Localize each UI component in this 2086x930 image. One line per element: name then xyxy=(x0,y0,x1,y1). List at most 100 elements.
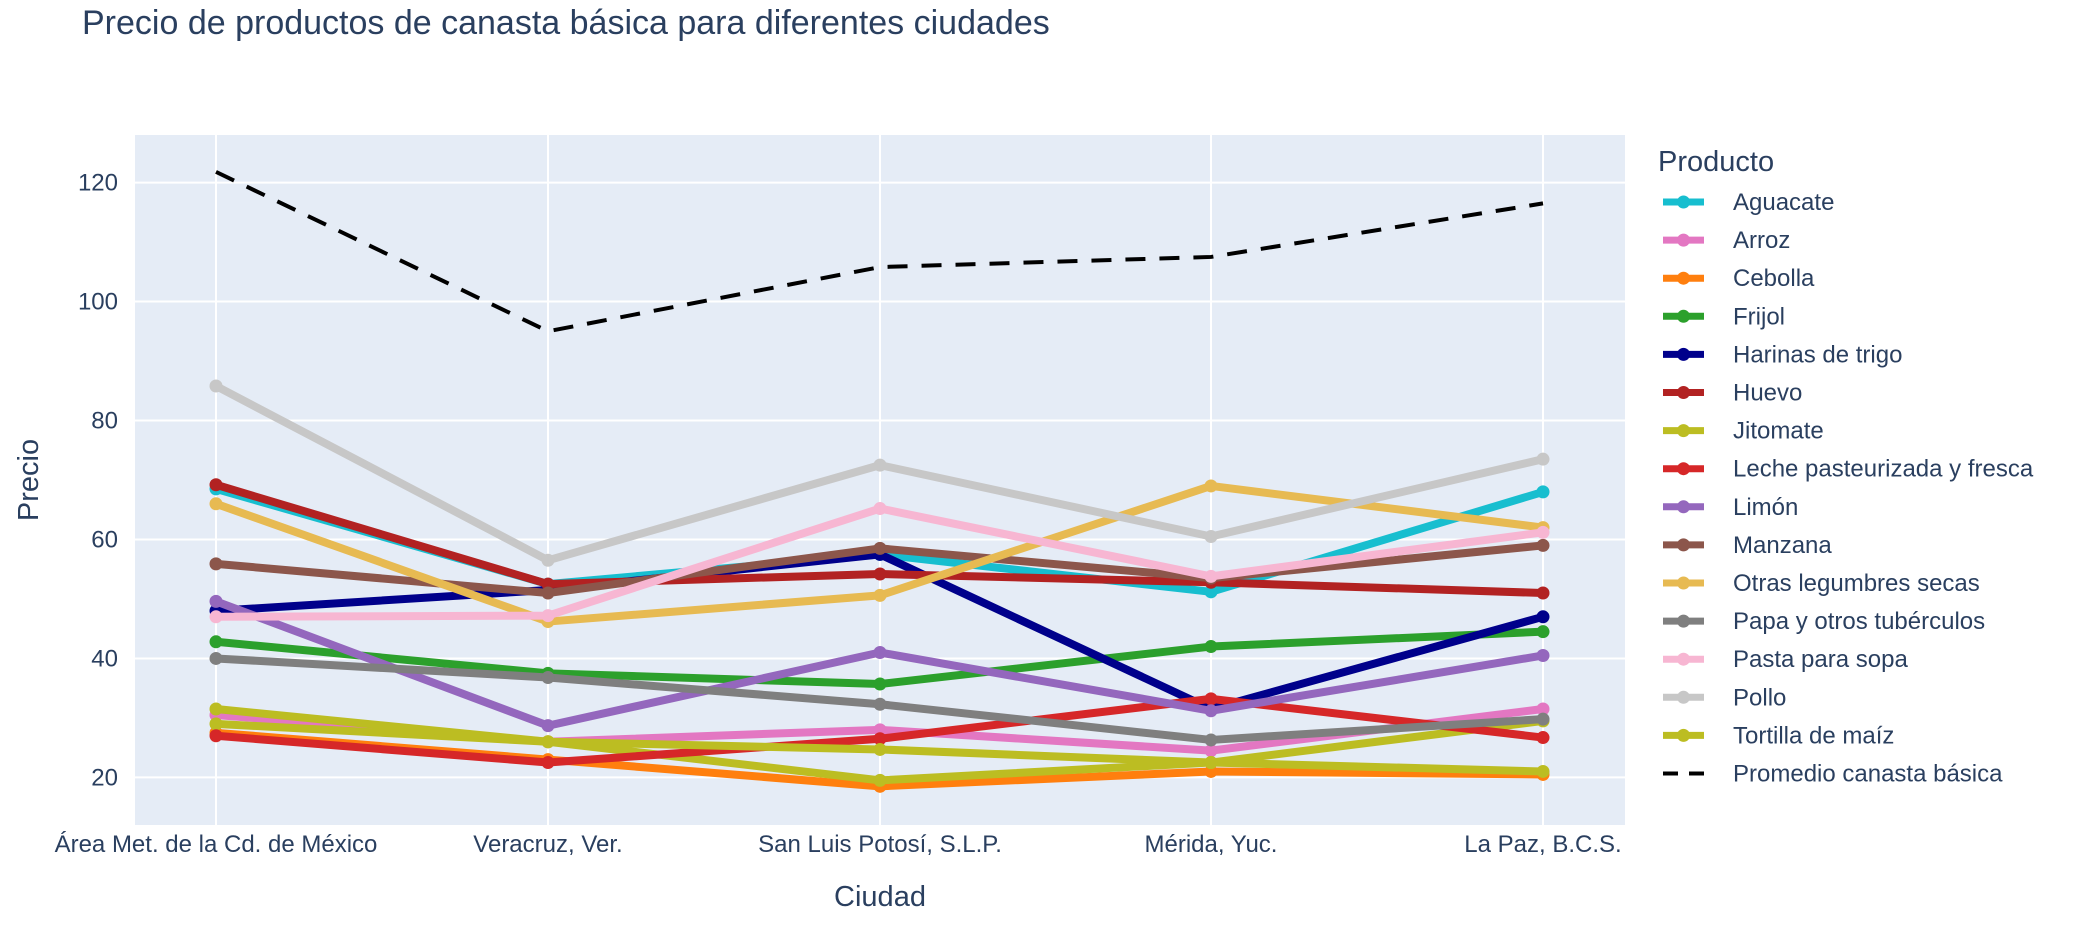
data-point xyxy=(1204,744,1218,758)
legend-marker xyxy=(1677,462,1690,476)
chart-title: Precio de productos de canasta básica pa… xyxy=(82,4,1050,42)
y-tick-label: 60 xyxy=(91,526,118,553)
legend-item-aguacate[interactable]: Aguacate xyxy=(1663,189,1834,216)
series-pasta-para-sopa xyxy=(209,502,1550,624)
data-point xyxy=(1204,756,1218,770)
x-tick-label: Veracruz, Ver. xyxy=(473,831,622,858)
legend-marker xyxy=(1677,614,1690,628)
legend-label: Jitomate xyxy=(1733,418,1824,445)
legend-marker xyxy=(1677,690,1690,704)
legend-label: Manzana xyxy=(1733,532,1832,559)
legend-marker xyxy=(1677,424,1690,438)
data-point xyxy=(1536,452,1550,466)
data-point xyxy=(1536,702,1550,716)
data-point xyxy=(873,742,887,756)
legend-label: Cebolla xyxy=(1733,265,1815,292)
legend-marker xyxy=(1677,538,1690,552)
data-point xyxy=(209,557,223,571)
legend-marker xyxy=(1677,271,1690,285)
data-point xyxy=(1536,648,1550,662)
legend-item-arroz[interactable]: Arroz xyxy=(1663,227,1790,254)
data-point xyxy=(209,702,223,716)
legend-marker xyxy=(1677,386,1690,399)
series-leche-pasteurizada-y-fresca xyxy=(209,692,1550,770)
data-point xyxy=(1536,731,1550,745)
legend-label: Promedio canasta básica xyxy=(1733,761,2003,788)
data-point xyxy=(1536,525,1550,539)
data-point xyxy=(541,735,555,749)
data-point xyxy=(1204,764,1218,778)
legend-item-huevo[interactable]: Huevo xyxy=(1663,380,1802,407)
legend-item-jitomate[interactable]: Jitomate xyxy=(1663,418,1824,445)
data-point xyxy=(541,756,555,770)
data-point xyxy=(1204,733,1218,747)
legend-label: Otras legumbres secas xyxy=(1733,570,1980,597)
legend-marker xyxy=(1677,233,1690,247)
legend-marker xyxy=(1677,576,1690,590)
legend-label: Pasta para sopa xyxy=(1733,646,1908,673)
data-point xyxy=(541,609,555,623)
legend-label: Pollo xyxy=(1733,684,1786,711)
data-point xyxy=(541,670,555,684)
legend-label: Aguacate xyxy=(1733,189,1834,216)
data-point xyxy=(1204,692,1218,706)
series-huevo xyxy=(209,478,1550,600)
data-point xyxy=(873,677,887,691)
series-papa-y-otros-tuberculos xyxy=(209,651,1550,747)
series-promedio-canasta-basica xyxy=(215,170,1544,334)
y-tick-label: 20 xyxy=(91,764,118,791)
legend-marker xyxy=(1677,309,1690,323)
y-tick-label: 120 xyxy=(78,170,118,197)
legend-item-harinas-de-trigo[interactable]: Harinas de trigo xyxy=(1663,341,1902,368)
legend-item-papa-y-otros-tuberculos[interactable]: Papa y otros tubérculos xyxy=(1663,608,1985,635)
legend-item-tortilla-de-maiz[interactable]: Tortilla de maíz xyxy=(1663,722,1894,749)
legend-item-frijol[interactable]: Frijol xyxy=(1663,303,1785,330)
legend-label: Limón xyxy=(1733,494,1798,521)
data-point xyxy=(873,502,887,516)
legend-item-promedio-canasta-basica[interactable]: Promedio canasta básica xyxy=(1663,761,2003,788)
data-point xyxy=(541,586,555,600)
data-point xyxy=(209,594,223,608)
y-axis-title: Precio xyxy=(13,439,45,521)
data-point xyxy=(209,651,223,665)
data-point xyxy=(873,541,887,555)
data-point xyxy=(1536,712,1550,726)
data-point xyxy=(209,610,223,624)
legend-marker xyxy=(1677,195,1690,209)
series-pollo xyxy=(209,379,1550,567)
data-point xyxy=(1204,640,1218,654)
data-point xyxy=(209,635,223,649)
legend-label: Tortilla de maíz xyxy=(1733,722,1894,749)
legend-label: Papa y otros tubérculos xyxy=(1733,608,1985,635)
series-limon xyxy=(209,594,1550,733)
data-point xyxy=(209,379,223,393)
x-tick-label: San Luis Potosí, S.L.P. xyxy=(758,831,1002,858)
data-point xyxy=(873,458,887,472)
legend-item-limon[interactable]: Limón xyxy=(1663,494,1798,521)
data-point xyxy=(1536,538,1550,552)
legend: Producto Aguacate Arroz Cebolla Frijol Harin… xyxy=(1658,146,2034,788)
data-point xyxy=(541,553,555,567)
x-tick-label: La Paz, B.C.S. xyxy=(1464,831,1621,858)
y-tick-label: 100 xyxy=(78,289,118,316)
data-point xyxy=(873,773,887,787)
data-point xyxy=(873,567,887,581)
legend-item-leche-pasteurizada-y-fresca[interactable]: Leche pasteurizada y fresca xyxy=(1663,456,2034,483)
data-point xyxy=(209,717,223,731)
legend-label: Frijol xyxy=(1733,303,1785,330)
data-point xyxy=(873,697,887,711)
legend-item-cebolla[interactable]: Cebolla xyxy=(1663,265,1815,292)
data-point xyxy=(873,588,887,602)
legend-item-pollo[interactable]: Pollo xyxy=(1663,684,1786,711)
data-point xyxy=(541,577,555,591)
data-point xyxy=(1536,485,1550,499)
legend-item-pasta-para-sopa[interactable]: Pasta para sopa xyxy=(1663,646,1908,673)
x-axis-ticks: Área Met. de la Cd. de México Veracruz, V… xyxy=(55,831,1622,858)
legend-marker xyxy=(1677,500,1690,514)
legend-item-otras-legumbres-secas[interactable]: Otras legumbres secas xyxy=(1663,570,1980,597)
data-point xyxy=(541,719,555,733)
data-point xyxy=(1204,585,1218,599)
legend-item-manzana[interactable]: Manzana xyxy=(1663,532,1832,559)
legend-label: Harinas de trigo xyxy=(1733,341,1902,368)
series-line xyxy=(215,170,1544,334)
